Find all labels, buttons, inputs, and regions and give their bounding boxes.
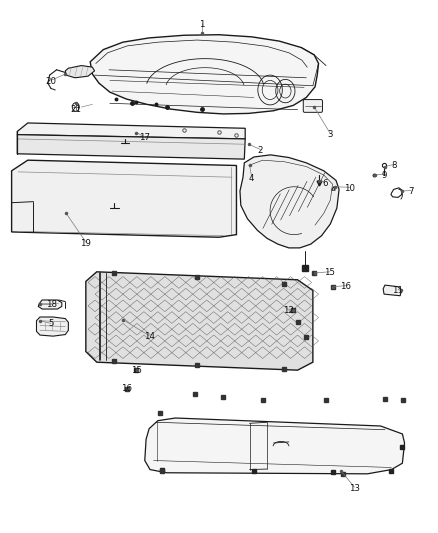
Text: 8: 8 — [391, 161, 396, 170]
Text: 5: 5 — [48, 319, 53, 328]
Text: 16: 16 — [340, 282, 351, 291]
Text: 16: 16 — [121, 384, 132, 393]
Text: 4: 4 — [249, 174, 254, 183]
Text: 10: 10 — [344, 184, 356, 193]
Text: 9: 9 — [381, 171, 387, 180]
Polygon shape — [17, 135, 245, 159]
Text: 2: 2 — [258, 146, 263, 155]
Text: 20: 20 — [46, 77, 57, 86]
Text: 14: 14 — [144, 332, 155, 341]
FancyBboxPatch shape — [303, 100, 322, 112]
Polygon shape — [12, 160, 237, 237]
Text: 15: 15 — [131, 366, 141, 375]
Text: 13: 13 — [349, 483, 360, 492]
Polygon shape — [240, 155, 339, 248]
Text: 15: 15 — [324, 269, 335, 277]
Polygon shape — [383, 285, 402, 296]
Polygon shape — [65, 66, 95, 78]
Text: 18: 18 — [46, 300, 57, 309]
Text: 1: 1 — [199, 20, 204, 29]
Text: 12: 12 — [283, 305, 294, 314]
Polygon shape — [17, 123, 245, 139]
Polygon shape — [86, 272, 313, 370]
Text: 21: 21 — [70, 105, 81, 114]
Text: 11: 11 — [392, 286, 403, 295]
Text: 7: 7 — [408, 187, 414, 196]
Polygon shape — [38, 300, 62, 309]
Text: 3: 3 — [328, 130, 333, 139]
Text: 19: 19 — [81, 239, 91, 248]
Polygon shape — [145, 418, 405, 474]
Text: 17: 17 — [139, 133, 150, 142]
Text: 6: 6 — [322, 179, 328, 188]
Polygon shape — [36, 317, 68, 336]
Polygon shape — [90, 35, 318, 114]
